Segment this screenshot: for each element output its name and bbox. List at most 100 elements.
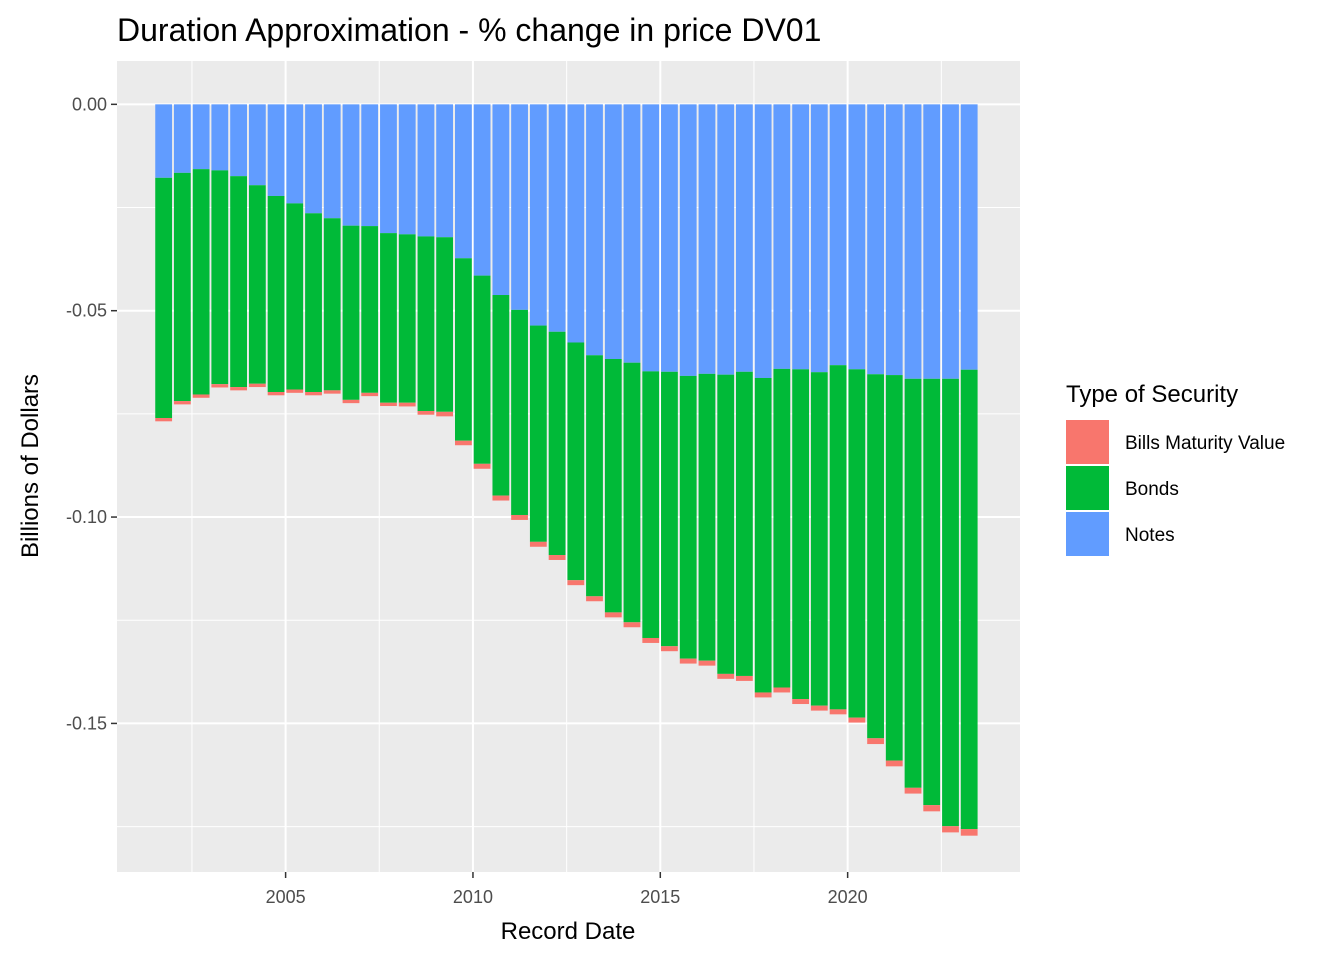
- bar-bonds: [398, 234, 416, 403]
- x-tick-label: 2015: [640, 887, 680, 907]
- x-tick-label: 2005: [266, 887, 306, 907]
- bar-bonds: [792, 369, 810, 700]
- bar-notes: [286, 104, 304, 204]
- bar-bills-maturity-value: [267, 392, 285, 396]
- bar-bills-maturity-value: [960, 829, 978, 836]
- legend-swatch: [1066, 512, 1109, 556]
- bar-bills-maturity-value: [192, 394, 210, 398]
- bar-notes: [904, 104, 922, 379]
- bar-bills-maturity-value: [792, 699, 810, 705]
- bar-notes: [230, 104, 247, 177]
- bar-bonds: [773, 368, 791, 688]
- bar-bonds: [173, 172, 191, 402]
- bar-bonds: [473, 275, 491, 464]
- bar-notes: [211, 104, 229, 171]
- bar-notes: [342, 104, 360, 226]
- bar-bonds: [230, 176, 247, 388]
- bar-bills-maturity-value: [211, 384, 229, 388]
- bar-bonds: [155, 177, 173, 418]
- bar-notes: [155, 104, 173, 178]
- bar-bonds: [417, 236, 435, 411]
- bar-bills-maturity-value: [586, 596, 603, 602]
- y-tick-label: -0.15: [66, 713, 107, 733]
- bar-notes: [380, 104, 397, 234]
- bar-bonds: [960, 369, 978, 830]
- bar-bills-maturity-value: [455, 440, 472, 446]
- bar-bonds: [829, 365, 847, 710]
- bar-notes: [173, 104, 191, 173]
- bar-bonds: [698, 373, 716, 661]
- bar-bonds: [192, 169, 210, 395]
- bar-notes: [717, 104, 735, 375]
- bar-bills-maturity-value: [942, 826, 959, 833]
- bar-notes: [754, 104, 772, 378]
- bar-notes: [529, 104, 547, 326]
- legend: Type of Security Bills Maturity Value Bon…: [1066, 381, 1285, 556]
- bar-bills-maturity-value: [286, 389, 304, 393]
- bar-bills-maturity-value: [867, 738, 884, 745]
- bar-notes: [192, 104, 210, 170]
- bar-bonds: [248, 185, 266, 384]
- legend-label: Bonds: [1125, 479, 1179, 500]
- bar-notes: [661, 104, 678, 372]
- legend-swatch: [1066, 466, 1109, 510]
- bar-bonds: [267, 195, 285, 392]
- bar-bonds: [848, 369, 866, 718]
- bar-notes: [548, 104, 566, 332]
- bar-bills-maturity-value: [754, 692, 772, 698]
- bar-bonds: [604, 358, 622, 613]
- bar-notes: [305, 104, 322, 214]
- bar-bonds: [286, 203, 304, 390]
- bar-notes: [473, 104, 491, 276]
- bar-notes: [773, 104, 791, 369]
- bar-notes: [829, 104, 847, 366]
- bar-bills-maturity-value: [380, 402, 397, 407]
- bar-notes: [642, 104, 660, 372]
- bar-bonds: [342, 225, 360, 400]
- bar-bills-maturity-value: [623, 622, 641, 628]
- bar-bills-maturity-value: [473, 463, 491, 469]
- bar-bills-maturity-value: [604, 612, 622, 618]
- bar-notes: [417, 104, 435, 237]
- bar-bills-maturity-value: [248, 383, 266, 388]
- bar-bills-maturity-value: [173, 401, 191, 405]
- bar-bills-maturity-value: [398, 402, 416, 407]
- bar-notes: [623, 104, 641, 363]
- bar-bills-maturity-value: [829, 709, 847, 715]
- bar-bills-maturity-value: [492, 495, 510, 501]
- bar-notes: [567, 104, 585, 343]
- bar-bills-maturity-value: [323, 390, 341, 394]
- bar-bonds: [511, 309, 528, 515]
- bar-bonds: [567, 342, 585, 581]
- bar-notes: [885, 104, 903, 376]
- bar-notes: [735, 104, 753, 372]
- bar-bonds: [323, 218, 341, 391]
- bar-bonds: [867, 374, 884, 739]
- x-axis-title: Record Date: [501, 918, 636, 945]
- legend-title: Type of Security: [1066, 381, 1238, 408]
- bar-bills-maturity-value: [417, 410, 435, 415]
- bar-bills-maturity-value: [155, 418, 173, 422]
- bar-bills-maturity-value: [342, 399, 360, 404]
- bar-bonds: [717, 374, 735, 674]
- bar-bills-maturity-value: [923, 805, 941, 812]
- legend-swatch: [1066, 420, 1109, 464]
- bar-notes: [923, 104, 941, 379]
- bar-notes: [867, 104, 884, 375]
- bar-bonds: [623, 362, 641, 623]
- bar-notes: [679, 104, 697, 376]
- bar-bills-maturity-value: [773, 687, 791, 693]
- bar-bonds: [735, 371, 753, 676]
- legend-label: Notes: [1125, 525, 1175, 546]
- bar-bills-maturity-value: [567, 580, 585, 586]
- bar-notes: [848, 104, 866, 370]
- bar-bonds: [305, 213, 322, 392]
- bar-notes: [698, 104, 716, 374]
- y-tick-label: -0.10: [66, 507, 107, 527]
- bar-notes: [248, 104, 266, 186]
- legend-label: Bills Maturity Value: [1125, 433, 1285, 454]
- bar-bills-maturity-value: [230, 387, 247, 391]
- bar-notes: [492, 104, 510, 296]
- bar-series-layer: [155, 104, 978, 836]
- bar-bonds: [211, 170, 229, 385]
